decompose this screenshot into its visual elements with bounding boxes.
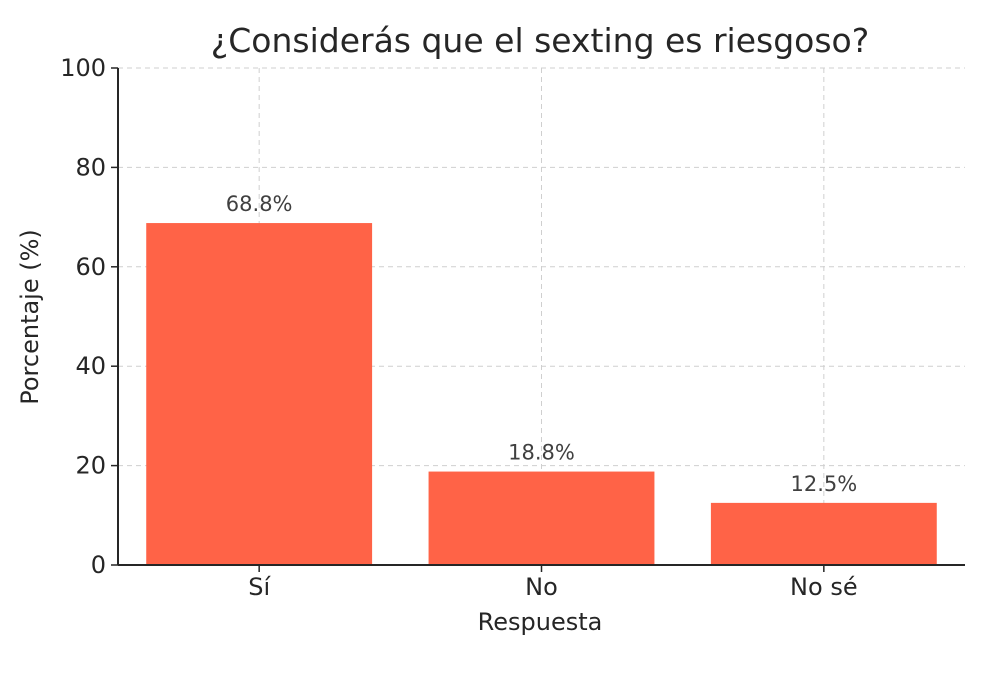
y-tick-label: 0	[91, 551, 106, 579]
x-axis-title: Respuesta	[478, 608, 603, 636]
x-tick-label: No sé	[790, 573, 858, 601]
bar	[146, 223, 373, 565]
y-axis: 0 20 40 60 80 100	[60, 54, 119, 579]
y-tick-label: 60	[75, 253, 106, 281]
bar-value-label: 68.8%	[226, 192, 293, 216]
bar-value-label: 12.5%	[790, 472, 857, 496]
bar-value-label: 18.8%	[508, 441, 575, 465]
y-tick-label: 100	[60, 54, 106, 82]
bar	[428, 471, 655, 565]
bar	[710, 502, 937, 565]
y-axis-title: Porcentaje (%)	[16, 229, 44, 405]
data-labels: 68.8% 18.8% 12.5%	[226, 192, 857, 496]
x-tick-label: No	[525, 573, 558, 601]
y-tick-label: 20	[75, 452, 106, 480]
y-tick-label: 80	[75, 153, 106, 181]
bars	[146, 223, 937, 565]
x-tick-label: Sí	[248, 573, 271, 601]
x-axis: Sí No No sé	[118, 564, 965, 601]
y-tick-label: 40	[75, 352, 106, 380]
chart-title: ¿Considerás que el sexting es riesgoso?	[211, 21, 870, 60]
